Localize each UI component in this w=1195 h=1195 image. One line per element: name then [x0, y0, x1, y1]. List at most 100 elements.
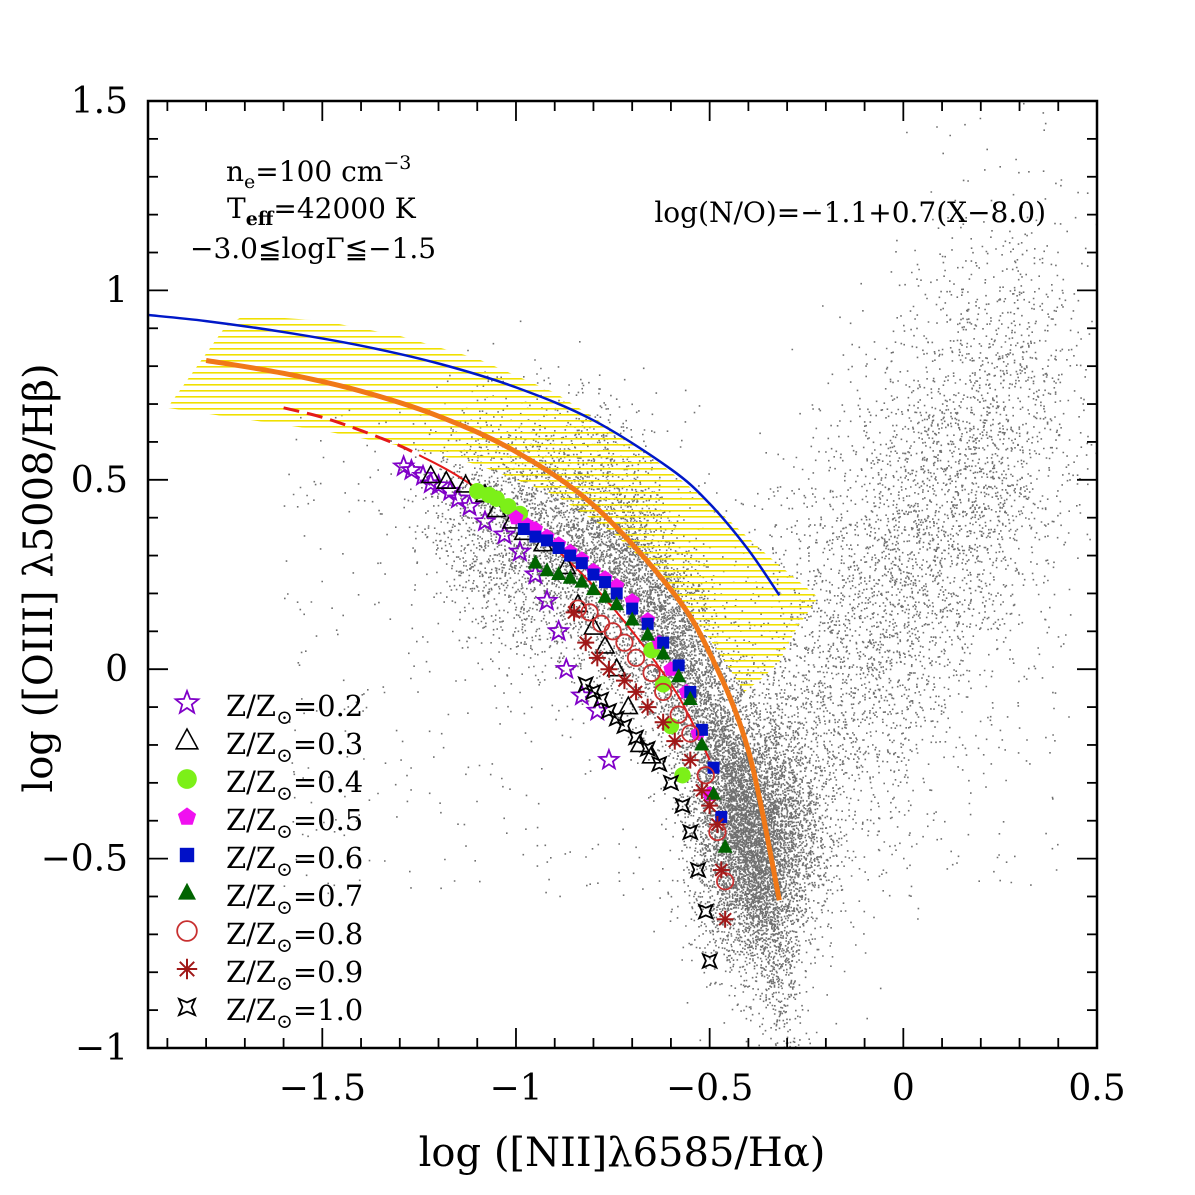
- density-sup: −3: [383, 152, 411, 174]
- data-point: [662, 774, 680, 792]
- legend-prefix: Z/Z: [226, 841, 276, 875]
- legend-marker: [177, 769, 197, 789]
- data-point: [674, 767, 691, 784]
- y-axis-label: log ([OIII] λ5008/Hβ): [16, 363, 62, 792]
- data-point: [716, 910, 734, 928]
- data-point: [473, 508, 497, 532]
- data-point: [696, 766, 715, 785]
- x-tick-label: −1: [489, 1068, 542, 1109]
- legend-label: Z/Z⊙=1.0: [226, 993, 363, 1033]
- data-point: [657, 636, 670, 649]
- y-tick-label: 0.5: [71, 460, 128, 501]
- data-point: [603, 622, 622, 641]
- density-base: n: [226, 155, 244, 188]
- data-point: [671, 668, 687, 683]
- data-point: [564, 549, 577, 562]
- legend-value: =0.8: [293, 917, 363, 951]
- data-point: [507, 539, 532, 563]
- data-point: [694, 736, 710, 751]
- data-point: [551, 566, 567, 580]
- legend-sun-symbol: ⊙: [276, 1009, 293, 1033]
- data-point: [546, 618, 571, 642]
- blue-curve: [148, 313, 781, 597]
- legend-marker: [174, 727, 200, 750]
- legend-sun-symbol: ⊙: [276, 705, 293, 729]
- teff-sub: eff: [246, 208, 275, 230]
- data-point: [610, 587, 623, 600]
- density-annotation: ne=100 cm−3: [226, 152, 411, 193]
- legend-value: =0.2: [293, 689, 363, 723]
- data-point: [650, 755, 668, 773]
- legend-marker: [177, 997, 197, 1017]
- data-point: [592, 614, 611, 633]
- data-point: [627, 683, 645, 701]
- data-point: [594, 634, 616, 654]
- data-point: [574, 573, 590, 588]
- plot-frame: [146, 99, 1099, 1050]
- gamma-annotation: −3.0≦logΓ≦−1.5: [190, 232, 436, 265]
- legend-entry: Z/Z⊙=0.8: [176, 917, 363, 957]
- legend-prefix: Z/Z: [226, 727, 276, 761]
- data-point: [457, 493, 482, 517]
- series-markers: [391, 453, 735, 970]
- x-tick-label: −1.5: [279, 1068, 366, 1109]
- data-point: [588, 649, 606, 667]
- data-point: [587, 568, 600, 581]
- data-point: [639, 698, 657, 716]
- series-7: [568, 599, 735, 891]
- legend-sun-symbol: ⊙: [276, 743, 293, 767]
- red-dashed-curve: [283, 406, 420, 457]
- data-point: [529, 530, 542, 543]
- data-point: [596, 747, 621, 771]
- legend-sun-symbol: ⊙: [276, 781, 293, 805]
- legend-marker: [178, 882, 196, 900]
- y-tick-label: 0: [105, 649, 128, 690]
- data-point: [535, 588, 559, 612]
- data-point: [500, 498, 517, 515]
- data-point: [708, 816, 726, 834]
- yellow-hatched-band: [167, 315, 819, 692]
- legend-label: Z/Z⊙=0.6: [226, 841, 363, 881]
- data-point: [552, 541, 565, 554]
- x-axis-label: log ([NII]λ6585/Hα): [419, 1130, 826, 1176]
- legend-entry: Z/Z⊙=0.2: [173, 688, 363, 729]
- data-point: [583, 615, 604, 635]
- data-point: [606, 657, 628, 677]
- legend-entry: Z/Z⊙=0.7: [178, 879, 363, 919]
- density-sub: e: [244, 171, 255, 193]
- legend-sun-symbol: ⊙: [276, 895, 293, 919]
- data-point: [655, 645, 671, 660]
- data-point: [508, 509, 524, 525]
- x-tick-label: −0.5: [666, 1068, 753, 1109]
- legend-sun-symbol: ⊙: [276, 819, 293, 843]
- legend-prefix: Z/Z: [226, 955, 276, 989]
- data-point: [701, 952, 719, 970]
- data-point: [567, 593, 589, 613]
- data-point: [626, 648, 646, 667]
- legend-value: =0.4: [293, 765, 363, 799]
- legend-sun-symbol: ⊙: [276, 933, 293, 957]
- legend-value: =1.0: [293, 993, 363, 1027]
- legend-label: Z/Z⊙=0.7: [226, 879, 363, 919]
- legend: Z/Z⊙=0.2Z/Z⊙=0.3Z/Z⊙=0.4Z/Z⊙=0.5Z/Z⊙=0.6…: [173, 688, 363, 1033]
- legend-label: Z/Z⊙=0.2: [226, 689, 363, 729]
- data-point: [641, 617, 654, 630]
- legend-value: =0.9: [293, 955, 363, 989]
- data-point: [717, 838, 733, 853]
- data-point: [445, 486, 470, 509]
- plot-area: [148, 102, 1097, 1048]
- data-point: [562, 569, 578, 584]
- legend-prefix: Z/Z: [226, 993, 276, 1027]
- legend-prefix: Z/Z: [226, 803, 276, 837]
- legend-marker: [179, 847, 195, 863]
- data-point: [527, 554, 543, 569]
- data-point: [681, 724, 700, 743]
- teff-rest: =42000 K: [273, 192, 416, 225]
- data-point: [666, 732, 684, 750]
- legend-marker: [176, 958, 198, 980]
- legend-label: Z/Z⊙=0.5: [226, 803, 363, 843]
- y-tick-label: −0.5: [41, 839, 128, 880]
- legend-value: =0.5: [293, 803, 363, 837]
- x-tick-label: 0.5: [1068, 1068, 1125, 1109]
- data-point: [639, 740, 657, 758]
